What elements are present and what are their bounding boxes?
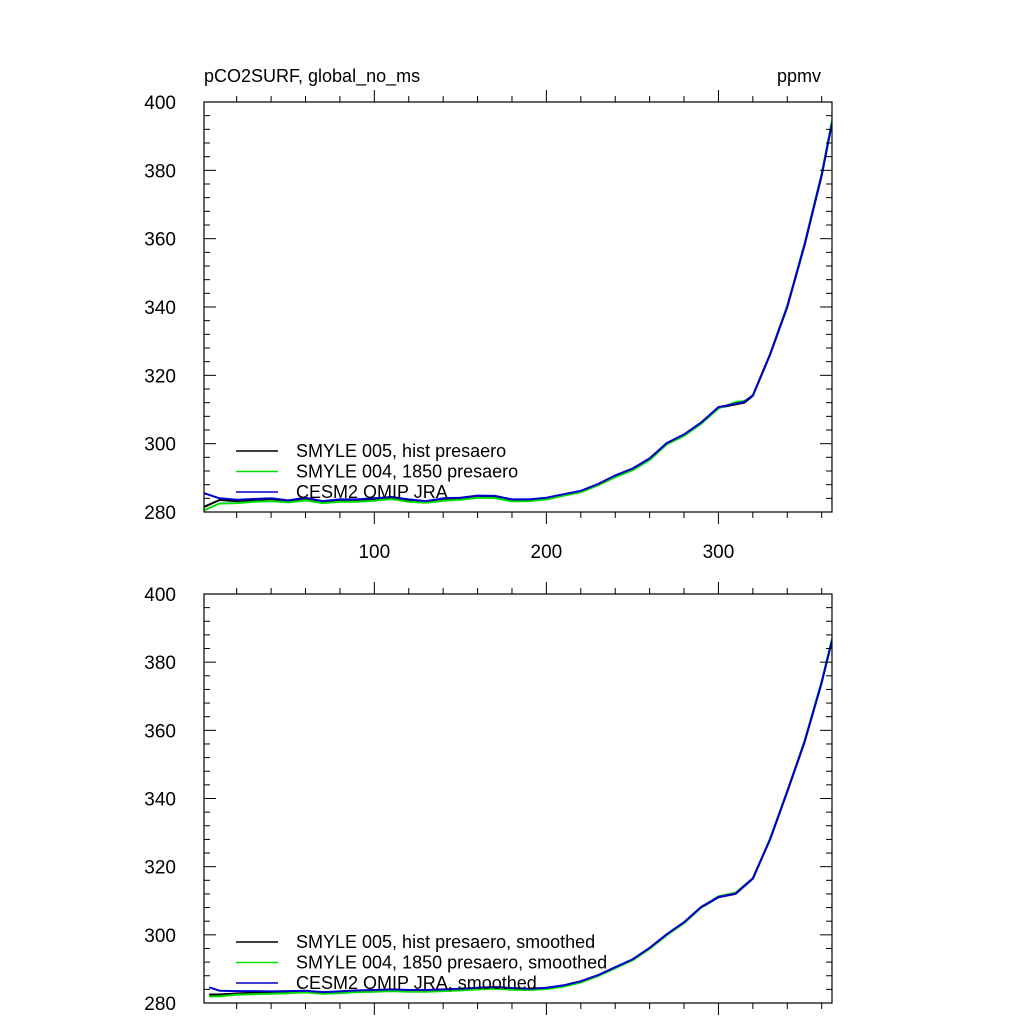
series-line-3 (208, 640, 832, 994)
units-label: ppmv (777, 66, 821, 86)
legend-label-3: CESM2 OMIP JRA, smoothed (296, 973, 537, 993)
chart-title: pCO2SURF, global_no_ms (204, 66, 420, 87)
chart-panel-1: 280 300 320 340 360 380 400 100 200 300 SMYLE 005,… (144, 90, 833, 563)
y-tick-label: 320 (144, 858, 176, 879)
legend-label-1: SMYLE 005, hist presaero, smoothed (296, 932, 595, 952)
y-tick-label: 300 (144, 435, 176, 456)
y-tick-label: 340 (144, 790, 176, 811)
x-tick-label: 100 (358, 542, 390, 563)
y-tick-label: 360 (144, 230, 176, 251)
y-tick-label: 280 (144, 994, 176, 1015)
y-tick-label: 400 (144, 585, 176, 606)
y-tick-label: 280 (144, 503, 176, 524)
legend-label-2: SMYLE 004, 1850 presaero, smoothed (296, 953, 607, 973)
y-tick-label: 300 (144, 926, 176, 947)
series-line-3 (204, 123, 832, 503)
y-tick-label: 380 (144, 653, 176, 674)
y-tick-label: 360 (144, 721, 176, 742)
y-tick-label: 380 (144, 161, 176, 182)
y-tick-label: 320 (144, 366, 176, 387)
x-tick-label: 300 (703, 542, 735, 563)
legend-label-1: SMYLE 005, hist presaero (296, 441, 506, 461)
y-tick-label: 340 (144, 298, 176, 319)
x-tick-label: 200 (531, 542, 563, 563)
legend-label-2: SMYLE 004, 1850 presaero (296, 462, 518, 482)
chart-panel-2: 280 300 320 340 360 380 400 SMYLE 005, hist pre… (144, 582, 833, 1015)
series-line-2 (204, 120, 832, 512)
y-tick-label: 400 (144, 93, 176, 114)
legend-label-3: CESM2 OMIP JRA (296, 482, 448, 502)
